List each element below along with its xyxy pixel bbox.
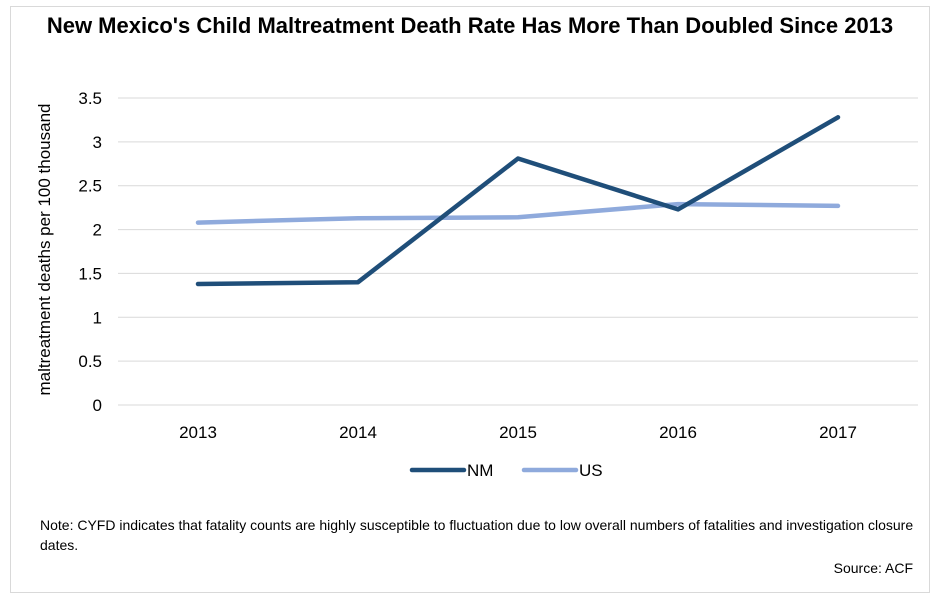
y-axis-label: maltreatment deaths per 100 thousand: [35, 103, 54, 395]
x-tick-label: 2016: [659, 423, 697, 442]
chart-frame: [10, 6, 930, 593]
y-tick-label: 0: [93, 396, 102, 415]
y-tick-label: 0.5: [78, 352, 102, 371]
y-tick-label: 2: [93, 221, 102, 240]
series-line-us: [195, 201, 841, 225]
x-tick-label: 2014: [339, 423, 377, 442]
y-tick-label: 3: [93, 133, 102, 152]
chart-note: Note: CYFD indicates that fatality count…: [40, 517, 914, 553]
legend-label: US: [579, 461, 603, 480]
x-tick-label: 2013: [179, 423, 217, 442]
x-tick-label: 2015: [499, 423, 537, 442]
x-tick-label: 2017: [819, 423, 857, 442]
y-tick-label: 3.5: [78, 89, 102, 108]
chart-source: Source: ACF: [833, 560, 913, 576]
y-tick-label: 2.5: [78, 177, 102, 196]
legend-label: NM: [467, 461, 493, 480]
chart-title: New Mexico's Child Maltreatment Death Ra…: [46, 13, 894, 38]
series-line-nm: [195, 115, 841, 287]
y-tick-label: 1.5: [78, 264, 102, 283]
y-tick-label: 1: [93, 308, 102, 327]
